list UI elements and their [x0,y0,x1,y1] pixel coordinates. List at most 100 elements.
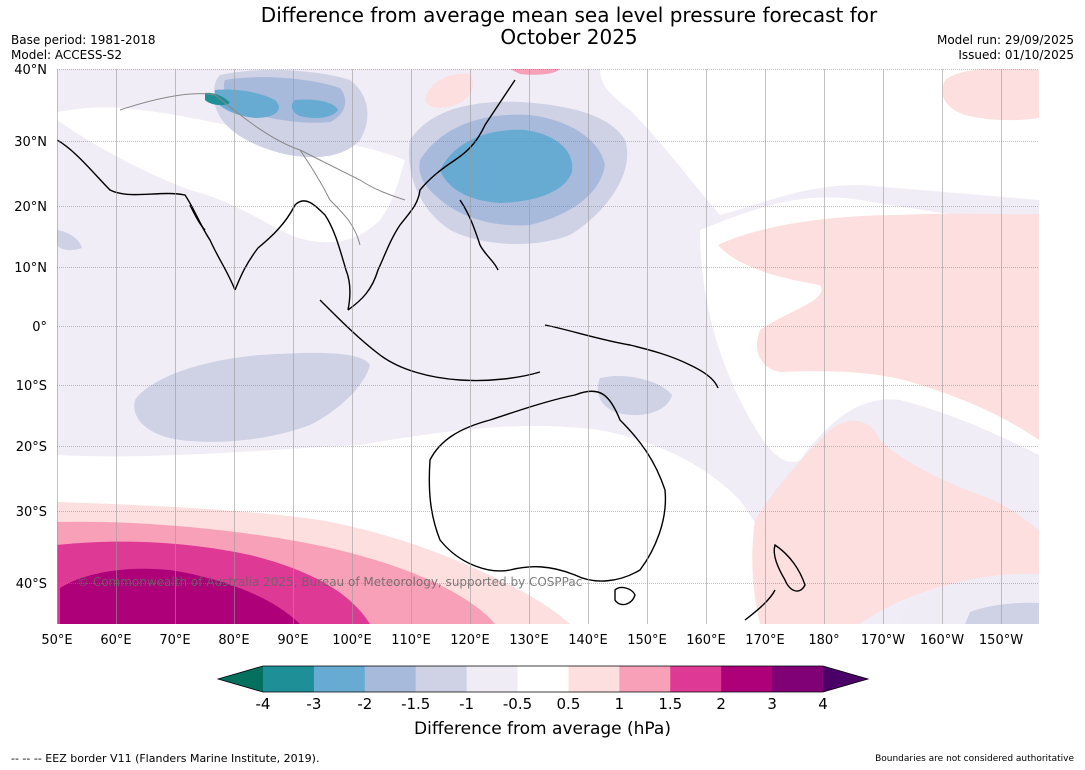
coast-nz-north [773,543,806,592]
lat-label-0: 0° [32,320,47,335]
graticule [57,69,1039,584]
colorbar-tick-11: 4 [818,695,828,713]
lon-label-110e: 110°E [391,633,431,648]
lat-label-40n: 40°N [14,63,47,78]
colorbar-bin-7 [619,666,671,692]
meta-right: Model run: 29/09/2025 Issued: 01/10/2025 [937,33,1074,63]
lon-label-120e: 120°E [450,633,490,648]
model-run: Model run: 29/09/2025 [936,33,1074,47]
colorbar-tick-5: -0.5 [503,695,532,713]
meridians [57,69,1002,624]
colorbar-outline [216,665,870,693]
map-area: © Commonwealth of Australia 2025, Bureau… [57,69,1039,624]
lat-label-40s: 40°S [16,577,47,592]
colorbar-bin-6 [568,666,620,692]
colorbar-bin-9 [721,666,773,692]
footer-eez-note: -- -- -- EEZ border V11 (Flanders Marine… [11,752,320,765]
colorbar-tick-8: 1.5 [658,695,682,713]
colorbar-bin-4 [466,666,519,692]
colorbar-tick-4: -1 [459,695,474,713]
coast-philippines [459,199,499,271]
lon-label-80e: 80°E [218,633,249,648]
map-title: Difference from average mean sea level p… [0,4,1085,48]
negative-indian-ocean-anomaly [134,352,370,442]
positive-pacific-anomaly [718,213,1039,440]
colorbar-bin-2 [364,666,417,692]
lon-label-60e: 60°E [100,633,131,648]
coast-east-asia [347,79,516,311]
coast-tasmania [614,586,636,606]
lon-label-170e: 170°E [745,633,785,648]
colorbar-tick-10: 3 [767,695,777,713]
footer-boundaries-note: Boundaries are not considered authoritat… [875,754,1074,764]
lat-label-10s: 10°S [16,379,47,394]
model-name: Model: ACCESS-S2 [11,48,123,62]
colorbar-extend-min [218,666,263,692]
title-line-2: October 2025 [500,25,638,49]
lon-label-50e: 50°E [41,633,72,648]
lat-label-20n: 20°N [14,200,47,215]
coast-sri-lanka [189,204,206,231]
negative-east-asia-inner [440,129,573,203]
colorbar-tick-1: -3 [306,695,321,713]
positive-tasman-anomaly [752,420,1039,624]
title-line-1: Difference from average mean sea level p… [260,3,878,27]
lon-label-140e: 140°E [568,633,608,648]
colorbar-bin-1 [313,666,366,692]
country-borders [119,93,406,246]
issued-date: Issued: 01/10/2025 [958,48,1074,62]
lat-label-30s: 30°S [16,505,47,520]
negative-arabia-anomaly [57,230,82,251]
negative-tibet-inner [215,89,279,118]
lon-label-70e: 70°E [159,633,190,648]
colorbar-bin-10 [772,666,824,692]
coast-bay-of-bengal [234,200,351,311]
copyright-text: © Commonwealth of Australia 2025, Bureau… [77,575,582,589]
colorbar-title: Difference from average (hPa) [414,719,671,739]
lon-label-160w: 160°W [920,633,964,648]
lon-label-100e: 100°E [332,633,372,648]
lon-labels: 50°E 60°E 70°E 80°E 90°E 100°E 110°E 120… [41,633,1023,648]
negative-tibet-inner-east [291,99,338,118]
lat-labels: 40°N 30°N 20°N 10°N 0° 10°S 20°S 30°S 40… [14,63,47,592]
colorbar-bin-0 [263,666,315,692]
colorbar-bin-8 [670,666,722,692]
lon-label-150e: 150°E [627,633,667,648]
colorbar: -4 -3 -2 -1.5 -1 -0.5 0.5 1 1.5 2 3 4 [216,665,870,713]
colorbar-bin-5 [517,666,569,692]
border-south-asia [119,93,406,201]
lat-label-10n: 10°N [14,261,47,276]
colorbar-tick-0: -4 [256,695,271,713]
lon-label-160e: 160°E [686,633,726,648]
colorbar-tick-6: 0.5 [557,695,581,713]
colorbar-bin-3 [415,666,468,692]
base-period: Base period: 1981-2018 [11,33,156,47]
coastlines [57,79,806,621]
colorbar-tick-3: -1.5 [401,695,430,713]
colorbar-extend-max [823,666,868,692]
border-indochina [299,149,361,246]
lat-label-20s: 20°S [16,440,47,455]
lon-label-170w: 170°W [861,633,905,648]
positive-northeast-anomaly [942,69,1039,121]
colorbar-tick-labels: -4 -3 -2 -1.5 -1 -0.5 0.5 1 1.5 2 3 4 [256,695,828,713]
negative-southeast-anomaly [965,602,1039,624]
coast-new-guinea [544,324,719,389]
colorbar-tick-9: 2 [716,695,726,713]
positive-china-anomaly [425,73,474,108]
neutral-north-pacific [600,69,1039,215]
positive-southern-band-2 [60,568,300,624]
lon-label-150w: 150°W [979,633,1023,648]
colorbar-tick-7: 1 [615,695,625,713]
meta-left: Base period: 1981-2018 Model: ACCESS-S2 [11,33,156,63]
colorbar-bins [263,666,824,692]
lon-label-130e: 130°E [509,633,549,648]
coast-australia [428,390,667,582]
lon-label-180: 180° [808,633,839,648]
coast-indonesia [319,299,541,382]
positive-north-anomaly [510,69,560,75]
coast-nz-south [744,589,776,621]
lon-label-90e: 90°E [277,633,308,648]
coast-south-asia [57,139,236,291]
